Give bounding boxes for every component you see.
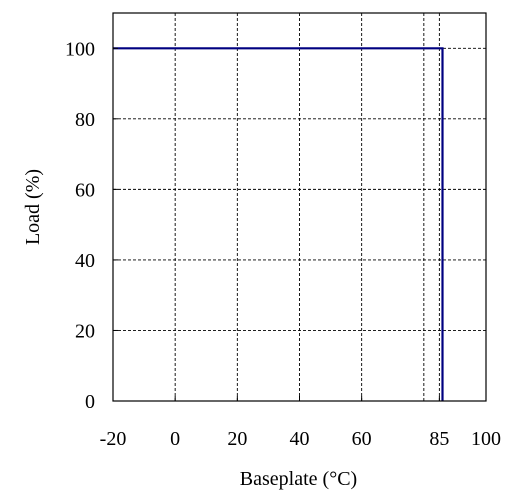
y-tick-label: 100 xyxy=(65,38,95,60)
y-tick-label: 80 xyxy=(75,109,95,131)
x-tick-label: 0 xyxy=(170,428,180,450)
plot-frame xyxy=(112,12,487,402)
x-tick-label: 85 xyxy=(429,428,449,450)
tick-marks xyxy=(112,47,487,402)
x-tick-labels: -20 0 20 40 60 85 100 xyxy=(100,428,501,450)
x-tick-label: 40 xyxy=(290,428,310,450)
y-tick-label: 40 xyxy=(75,250,95,272)
grid-lines xyxy=(113,13,486,401)
y-tick-label: 0 xyxy=(85,391,95,413)
y-tick-label: 60 xyxy=(75,179,95,201)
y-tick-labels: 0 20 40 60 80 100 xyxy=(65,38,95,413)
x-tick-label: -20 xyxy=(100,428,127,450)
x-tick-label: 20 xyxy=(227,428,247,450)
x-tick-label: 60 xyxy=(352,428,372,450)
series-layer xyxy=(113,47,444,401)
y-tick-label: 20 xyxy=(75,320,95,342)
x-axis-label: Baseplate (°C) xyxy=(240,468,357,490)
series-line xyxy=(113,47,444,401)
y-axis-label: Load (%) xyxy=(22,169,44,245)
x-tick-label: 100 xyxy=(471,428,501,450)
